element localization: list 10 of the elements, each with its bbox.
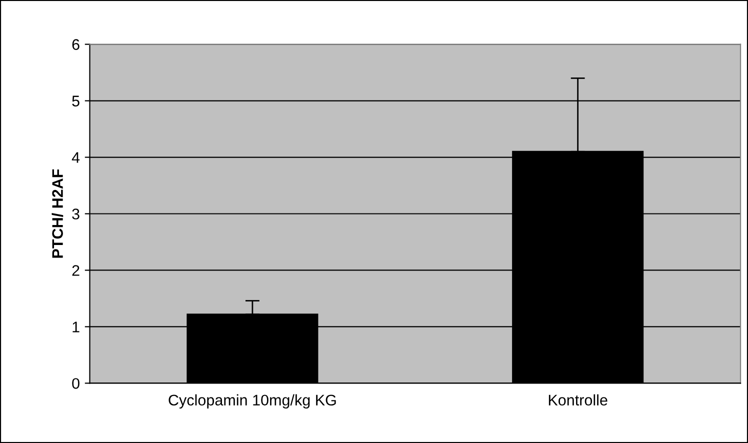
y-tick-label: 2 xyxy=(72,265,80,276)
y-tick-label: 5 xyxy=(72,96,80,106)
y-tick-label: 4 xyxy=(72,152,80,163)
y-tick-label: 1 xyxy=(72,322,80,332)
y-tick-label: 0 xyxy=(72,378,80,389)
x-tick-label: Cyclopamin 10mg/kg KG xyxy=(168,394,336,409)
y-axis-title: PTCH/ H2AF xyxy=(52,169,64,258)
y-tick-label: 6 xyxy=(72,39,80,50)
y-tick-label: 3 xyxy=(72,208,80,220)
x-tick-label: Kontrolle xyxy=(548,394,608,406)
